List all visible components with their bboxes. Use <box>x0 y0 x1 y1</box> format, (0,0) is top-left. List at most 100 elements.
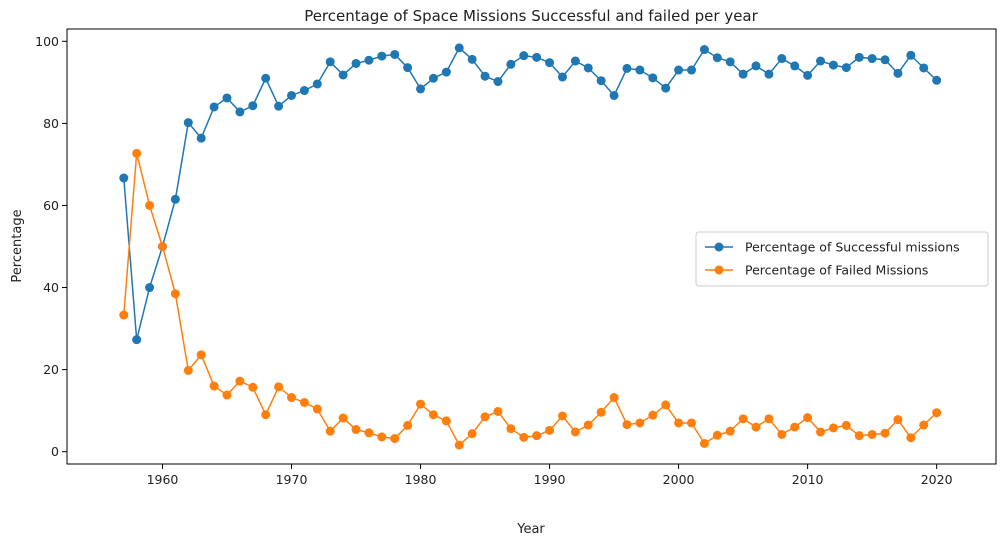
legend-box <box>695 231 989 287</box>
data-point <box>248 101 258 111</box>
series-successful <box>119 43 942 345</box>
data-point <box>583 63 593 73</box>
data-point <box>196 350 206 360</box>
x-tick-label: 1990 <box>534 472 566 487</box>
y-axis: 0 20 40 60 80 100 <box>35 34 67 459</box>
data-point <box>170 289 180 299</box>
data-point <box>648 410 658 420</box>
legend-marker-successful <box>714 242 724 252</box>
y-tick-label: 100 <box>35 34 59 49</box>
data-point <box>880 55 890 65</box>
data-point <box>145 283 155 293</box>
data-point <box>403 420 413 430</box>
data-point <box>480 71 490 81</box>
data-point <box>712 53 722 63</box>
data-point <box>390 49 400 59</box>
data-point <box>325 426 335 436</box>
data-point <box>274 101 284 111</box>
chart-title: Percentage of Space Missions Successful … <box>304 7 758 25</box>
data-point <box>790 422 800 432</box>
data-point <box>312 79 322 89</box>
data-point <box>351 425 361 435</box>
data-point <box>609 90 619 100</box>
data-point <box>364 55 374 65</box>
data-point <box>441 416 451 426</box>
data-point <box>777 429 787 439</box>
data-point <box>145 200 155 210</box>
data-point <box>583 420 593 430</box>
y-tick-label: 0 <box>51 444 59 459</box>
data-point <box>570 427 580 437</box>
data-point <box>209 381 219 391</box>
data-point <box>803 413 813 423</box>
y-tick-label: 20 <box>43 362 59 377</box>
data-point <box>725 426 735 436</box>
data-point <box>261 73 271 83</box>
data-point <box>790 61 800 71</box>
legend-marker-failed <box>714 265 724 275</box>
data-point <box>299 86 309 96</box>
data-point <box>480 412 490 422</box>
data-point <box>635 65 645 75</box>
data-point <box>519 51 529 61</box>
data-point <box>119 310 129 320</box>
data-point <box>312 404 322 414</box>
data-point <box>325 57 335 67</box>
data-point <box>364 428 374 438</box>
data-point <box>338 413 348 423</box>
data-point <box>157 242 167 251</box>
data-point <box>648 73 658 83</box>
data-point <box>235 376 245 386</box>
x-tick-label: 1960 <box>147 472 179 487</box>
data-point <box>377 51 387 61</box>
data-point <box>248 382 258 392</box>
data-point <box>261 410 271 420</box>
y-tick-label: 80 <box>43 116 59 131</box>
data-point <box>841 63 851 73</box>
data-point <box>906 50 916 60</box>
data-point <box>351 58 361 68</box>
data-point <box>299 397 309 407</box>
data-point <box>390 434 400 444</box>
data-point <box>506 424 516 434</box>
data-point <box>699 438 709 448</box>
plot-area <box>66 28 997 465</box>
data-point <box>803 70 813 80</box>
x-tick-label: 2000 <box>663 472 695 487</box>
data-point <box>686 65 696 75</box>
data-point <box>751 422 761 432</box>
data-point <box>854 52 864 62</box>
data-point <box>867 429 877 439</box>
data-point <box>699 45 709 55</box>
data-point <box>609 393 619 403</box>
data-point <box>919 420 929 430</box>
data-point <box>932 75 942 85</box>
legend-label-successful: Percentage of Successful missions <box>745 240 960 255</box>
data-point <box>622 420 632 430</box>
x-tick-label: 1970 <box>276 472 308 487</box>
y-axis-label: Percentage <box>10 209 25 282</box>
data-point <box>196 133 206 143</box>
data-point <box>170 194 180 204</box>
data-point <box>467 54 477 64</box>
data-point <box>596 76 606 86</box>
data-point <box>725 57 735 67</box>
data-point <box>738 69 748 79</box>
data-point <box>764 414 774 424</box>
legend: Percentage of Successful missions Percen… <box>695 231 989 287</box>
series-failed <box>119 148 942 450</box>
data-point <box>828 423 838 433</box>
data-point <box>932 408 942 418</box>
data-point <box>132 335 142 345</box>
data-point <box>738 414 748 424</box>
data-point <box>183 118 193 128</box>
data-point <box>416 84 426 94</box>
data-point <box>545 58 555 68</box>
y-tick-label: 40 <box>43 280 59 295</box>
data-point <box>454 440 464 450</box>
data-point <box>867 54 877 64</box>
data-point <box>622 63 632 73</box>
data-point <box>919 63 929 73</box>
data-point <box>596 407 606 417</box>
